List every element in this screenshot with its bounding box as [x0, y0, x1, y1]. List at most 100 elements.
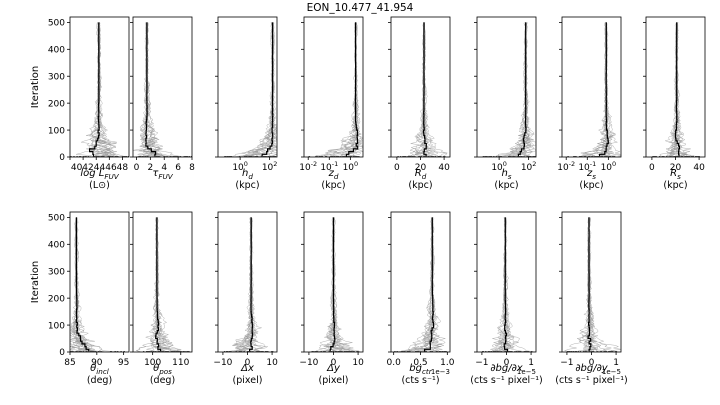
initial-sample — [407, 351, 409, 352]
initial-sample — [507, 351, 510, 352]
initial-sample — [107, 156, 109, 157]
initial-sample — [70, 156, 72, 157]
walker-trace — [74, 217, 108, 352]
initial-sample — [586, 351, 588, 352]
initial-sample — [681, 156, 684, 157]
initial-sample — [349, 156, 352, 157]
x-tick-label: −10 — [213, 358, 232, 368]
initial-sample — [357, 351, 359, 352]
x-axis-label: Δy — [326, 363, 341, 374]
initial-sample — [596, 351, 598, 352]
initial-sample — [259, 351, 261, 352]
axes-frame — [132, 16, 193, 158]
initial-sample — [187, 351, 189, 352]
walker-trace — [674, 22, 695, 157]
initial-sample — [145, 156, 147, 157]
x-axis-label: θpos — [153, 363, 172, 376]
y-tick-label: 400 — [48, 46, 65, 56]
initial-sample — [252, 351, 254, 352]
initial-sample — [124, 156, 126, 157]
initial-sample — [176, 351, 179, 352]
trace-panel-hs: 100 102 hs(kpc) — [474, 16, 536, 191]
x-tick-label: 1 — [528, 358, 534, 368]
initial-sample — [524, 351, 526, 352]
initial-sample — [333, 156, 336, 157]
initial-sample — [274, 156, 277, 157]
initial-sample — [414, 156, 416, 157]
initial-sample — [696, 156, 698, 157]
x-tick-label: −10 — [299, 358, 318, 368]
y-tick-label: 200 — [48, 99, 65, 109]
initial-sample — [440, 351, 442, 352]
initial-sample — [394, 351, 396, 352]
x-tick-label: −1 — [475, 358, 488, 368]
initial-sample — [485, 156, 487, 157]
initial-sample — [594, 156, 597, 157]
initial-sample — [155, 351, 157, 352]
initial-sample — [403, 351, 406, 352]
initial-sample — [80, 156, 82, 157]
initial-sample — [496, 156, 498, 157]
initial-sample — [228, 351, 231, 352]
x-tick-label: 10 — [266, 358, 278, 368]
initial-sample — [260, 351, 263, 352]
initial-sample — [80, 351, 82, 352]
initial-sample — [83, 156, 85, 157]
initial-sample — [70, 351, 72, 352]
initial-sample — [172, 156, 174, 157]
initial-sample — [431, 351, 433, 352]
initial-sample — [409, 351, 411, 352]
initial-sample — [226, 351, 228, 352]
initial-sample — [85, 156, 87, 157]
y-tick-label: 0 — [59, 153, 65, 163]
initial-sample — [518, 351, 521, 352]
x-axis-unit: (pixel) — [233, 375, 263, 386]
y-axis-label: Iteration — [30, 66, 41, 108]
initial-sample — [418, 156, 420, 157]
initial-sample — [508, 156, 511, 157]
x-axis-label: hd — [242, 168, 253, 181]
initial-sample — [144, 156, 146, 157]
initial-sample — [166, 351, 168, 352]
initial-sample — [320, 351, 322, 352]
initial-sample — [408, 351, 410, 352]
initial-sample — [659, 156, 661, 157]
trace-panel-incl: 0 100 200 300 400 500 85 90 95 θincl(deg) Iteratio… — [30, 211, 130, 386]
plot-area-Rd — [397, 22, 448, 157]
x-axis-unit: (L⊙) — [89, 180, 110, 191]
initial-sample — [111, 156, 113, 157]
initial-sample — [182, 351, 185, 352]
initial-sample — [688, 156, 690, 157]
initial-sample — [267, 156, 269, 157]
initial-sample — [416, 351, 418, 352]
initial-sample — [575, 156, 577, 157]
initial-sample — [350, 351, 353, 352]
initial-sample — [342, 156, 344, 157]
initial-sample — [180, 351, 182, 352]
initial-sample — [570, 351, 572, 352]
x-axis-unit: (pixel) — [319, 375, 349, 386]
initial-sample — [401, 351, 403, 352]
x-tick-label: 0 — [331, 358, 337, 368]
plot-area-incl — [70, 217, 125, 352]
initial-sample — [324, 351, 326, 352]
x-axis-unit: (kpc) — [663, 180, 687, 191]
y-tick-label: 0 — [59, 348, 65, 358]
initial-sample — [697, 156, 699, 157]
initial-sample — [332, 351, 335, 352]
initial-sample — [534, 156, 536, 157]
initial-sample — [331, 156, 334, 157]
initial-sample — [321, 156, 323, 157]
x-offset-label: 1e−3 — [431, 368, 450, 376]
initial-sample — [324, 156, 327, 157]
initial-sample — [654, 156, 656, 157]
initial-sample — [443, 156, 445, 157]
initial-sample — [150, 351, 152, 352]
x-axis-unit: (cts s⁻¹) — [401, 375, 439, 386]
walker-trace — [151, 217, 173, 352]
initial-sample — [89, 351, 92, 352]
initial-sample — [523, 351, 525, 352]
initial-sample — [336, 156, 338, 157]
